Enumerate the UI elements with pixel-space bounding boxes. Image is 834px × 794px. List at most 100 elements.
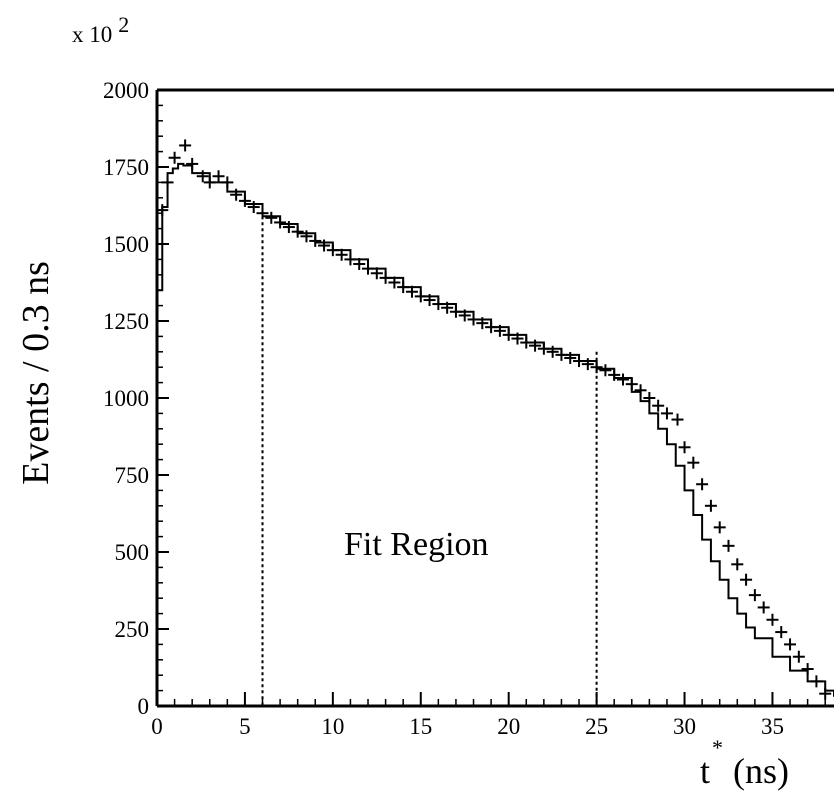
data-point	[326, 244, 339, 257]
data-point	[616, 373, 629, 386]
data-point	[300, 230, 313, 243]
data-point	[247, 201, 260, 214]
data-point	[441, 301, 454, 314]
x-tick-label: 30	[673, 714, 696, 739]
y-tick-label: 1750	[103, 155, 149, 180]
y-multiplier: x 10 2	[72, 12, 129, 47]
x-tick-label: 20	[497, 714, 520, 739]
x-axis-label-base: t	[700, 751, 710, 791]
data-point	[801, 663, 814, 676]
data-point	[520, 336, 533, 349]
data-point	[643, 392, 656, 404]
data-point	[687, 456, 700, 469]
data-point	[265, 211, 278, 224]
data-point	[634, 384, 647, 397]
histogram-line	[157, 162, 834, 697]
data-point	[722, 539, 735, 552]
data-point	[485, 321, 498, 334]
x-tick-label: 35	[761, 714, 784, 739]
data-point	[414, 290, 427, 303]
data-point	[203, 176, 216, 189]
data-point	[458, 309, 471, 322]
data-point	[511, 332, 524, 345]
data-point	[564, 351, 577, 364]
data-point	[555, 348, 568, 361]
data-point	[379, 271, 392, 284]
data-point	[362, 262, 375, 275]
y-multiplier-base: x 10	[72, 22, 112, 47]
x-axis-label-unit: (ns)	[733, 751, 789, 791]
data-point	[493, 324, 506, 337]
x-tick-label: 10	[321, 714, 344, 739]
data-point	[388, 276, 401, 289]
data-point	[696, 478, 709, 491]
y-tick-label: 0	[138, 694, 150, 719]
data-point	[537, 342, 550, 355]
x-tick-label: 0	[151, 714, 163, 739]
data-point	[529, 339, 542, 352]
data-point	[775, 626, 788, 639]
data-point	[405, 285, 418, 298]
tick-labels: 0 250 500 750 1000 1250 1500 1750 2000 0 5 10 15 20 25…	[103, 78, 784, 739]
data-point	[740, 573, 753, 586]
data-point	[748, 589, 761, 602]
data-point	[731, 558, 744, 571]
data-point	[291, 225, 304, 238]
data-point	[309, 234, 322, 247]
data-point	[671, 413, 684, 426]
plot-area	[156, 139, 834, 706]
data-point	[599, 364, 612, 377]
data-point	[792, 650, 805, 663]
x-axis-label-superscript: *	[712, 735, 723, 760]
y-tick-label: 1000	[103, 386, 149, 411]
data-point	[546, 345, 559, 358]
data-point	[449, 305, 462, 318]
y-tick-label: 1500	[103, 232, 149, 257]
data-point	[353, 258, 366, 271]
data-point	[156, 204, 169, 217]
data-point	[370, 267, 383, 280]
data-point	[212, 170, 225, 183]
data-point	[230, 188, 243, 201]
data-point	[179, 139, 192, 152]
data-point	[713, 521, 726, 534]
data-point	[704, 499, 717, 512]
data-point	[467, 313, 480, 326]
data-point	[625, 378, 638, 391]
data-point	[608, 368, 621, 381]
data-point	[256, 207, 269, 220]
data-point	[476, 317, 489, 330]
data-point	[423, 294, 436, 307]
data-point	[397, 281, 410, 294]
data-point	[196, 170, 209, 183]
x-tick-label: 5	[239, 714, 251, 739]
data-point	[335, 248, 348, 261]
data-point	[161, 176, 174, 189]
data-point	[660, 407, 673, 420]
data-point	[678, 441, 691, 454]
data-point	[274, 216, 287, 229]
data-point	[766, 613, 779, 626]
data-point	[652, 399, 665, 412]
data-point	[318, 239, 331, 252]
y-axis-label: Events / 0.3 ns	[15, 261, 57, 485]
data-point	[810, 675, 823, 688]
fit-region-label: Fit Region	[344, 526, 489, 563]
data-point	[432, 298, 445, 311]
data-point	[590, 361, 603, 374]
data-point	[757, 601, 770, 614]
axes	[155, 88, 834, 708]
data-point	[238, 194, 251, 207]
data-point	[168, 151, 181, 164]
y-multiplier-exponent: 2	[118, 12, 129, 37]
data-point	[282, 221, 295, 234]
data-point	[344, 253, 357, 266]
y-tick-label: 250	[115, 617, 150, 642]
y-tick-label: 2000	[103, 78, 149, 103]
x-axis-label: t* (ns)	[700, 735, 789, 791]
data-point	[186, 157, 199, 170]
data-point	[784, 638, 797, 651]
data-point	[221, 176, 234, 189]
y-tick-label: 750	[115, 463, 150, 488]
